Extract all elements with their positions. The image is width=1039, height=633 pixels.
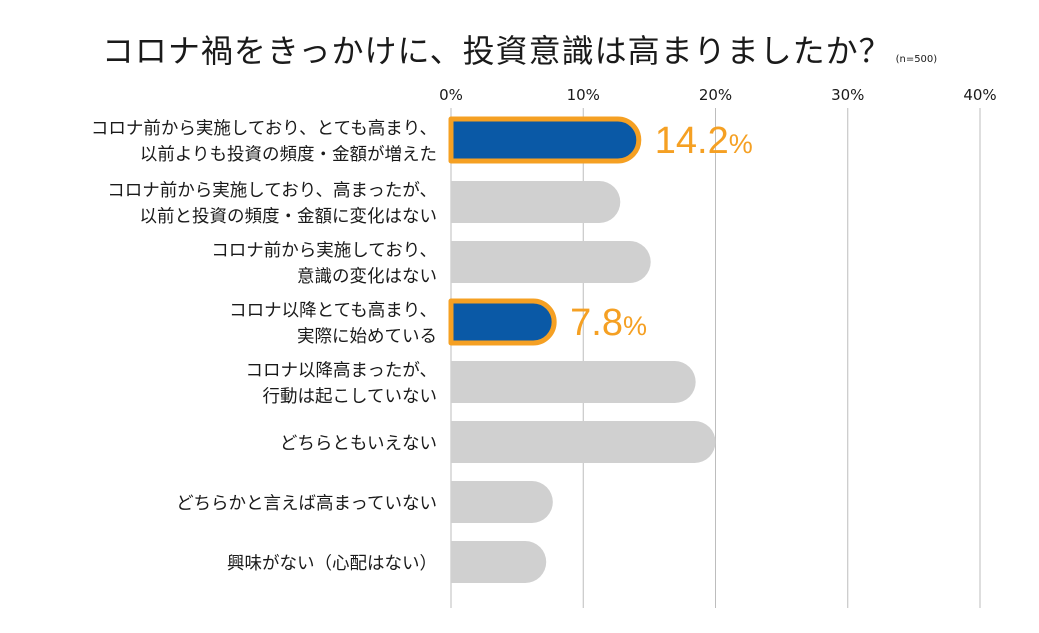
- category-label-line: コロナ前から実施しており、: [211, 241, 437, 261]
- category-label: どちらともいえない: [280, 431, 437, 457]
- category-label-line: 以前と投資の頻度・金額に変化はない: [139, 207, 438, 227]
- category-label-line: どちらともいえない: [279, 434, 437, 454]
- category-label: 興味がない（心配はない）: [227, 551, 437, 577]
- category-label-line: コロナ以降高まったが、: [245, 361, 437, 381]
- bar: [451, 361, 696, 403]
- data-label-unit: %: [623, 311, 647, 341]
- data-label: 14.2%: [655, 120, 753, 162]
- category-label-line: 行動は起こしていない: [262, 387, 437, 407]
- bar: [451, 421, 716, 463]
- x-tick-label: 0%: [439, 86, 463, 104]
- category-label: コロナ前から実施しており、意識の変化はない: [211, 238, 437, 290]
- category-label-line: 興味がない（心配はない）: [227, 554, 437, 574]
- category-label: コロナ前から実施しており、高まったが、以前と投資の頻度・金額に変化はない: [107, 178, 437, 230]
- category-label: どちらかと言えば高まっていない: [176, 491, 437, 517]
- x-tick-label: 10%: [567, 86, 600, 104]
- category-label: コロナ前から実施しており、とても高まり、以前よりも投資の頻度・金額が増えた: [91, 116, 437, 168]
- bar-highlighted: [448, 116, 642, 164]
- bar: [451, 481, 553, 523]
- bar: [451, 241, 651, 283]
- bar: [451, 541, 547, 583]
- bar: [451, 181, 621, 223]
- data-label: 7.8%: [570, 302, 647, 344]
- sample-size-note: (n=500): [895, 54, 938, 65]
- category-label-line: コロナ前から実施しており、とても高まり、: [90, 119, 437, 139]
- category-label: コロナ以降高まったが、行動は起こしていない: [246, 358, 437, 410]
- category-label-line: 以前よりも投資の頻度・金額が増えた: [139, 145, 437, 165]
- category-label-line: どちらかと言えば高まっていない: [176, 494, 437, 514]
- x-tick-label: 20%: [699, 86, 732, 104]
- data-label-number: 14.2: [655, 120, 729, 162]
- category-label-line: コロナ前から実施しており、高まったが、: [107, 181, 437, 201]
- category-label: コロナ以降とても高まり、実際に始めている: [229, 298, 437, 350]
- category-label-line: 意識の変化はない: [297, 267, 437, 287]
- category-label-line: コロナ以降とても高まり、: [229, 301, 437, 321]
- x-tick-label: 40%: [963, 86, 996, 104]
- chart-title-text: コロナ禍をきっかけに、投資意識は高まりましたか？: [101, 32, 892, 70]
- x-tick-label: 30%: [831, 86, 864, 104]
- bar-highlighted: [448, 298, 557, 346]
- chart-title: コロナ禍をきっかけに、投資意識は高まりましたか？ (n=500): [0, 26, 1039, 72]
- category-label-line: 実際に始めている: [297, 327, 437, 347]
- data-label-number: 7.8: [570, 302, 623, 344]
- data-label-unit: %: [729, 129, 753, 159]
